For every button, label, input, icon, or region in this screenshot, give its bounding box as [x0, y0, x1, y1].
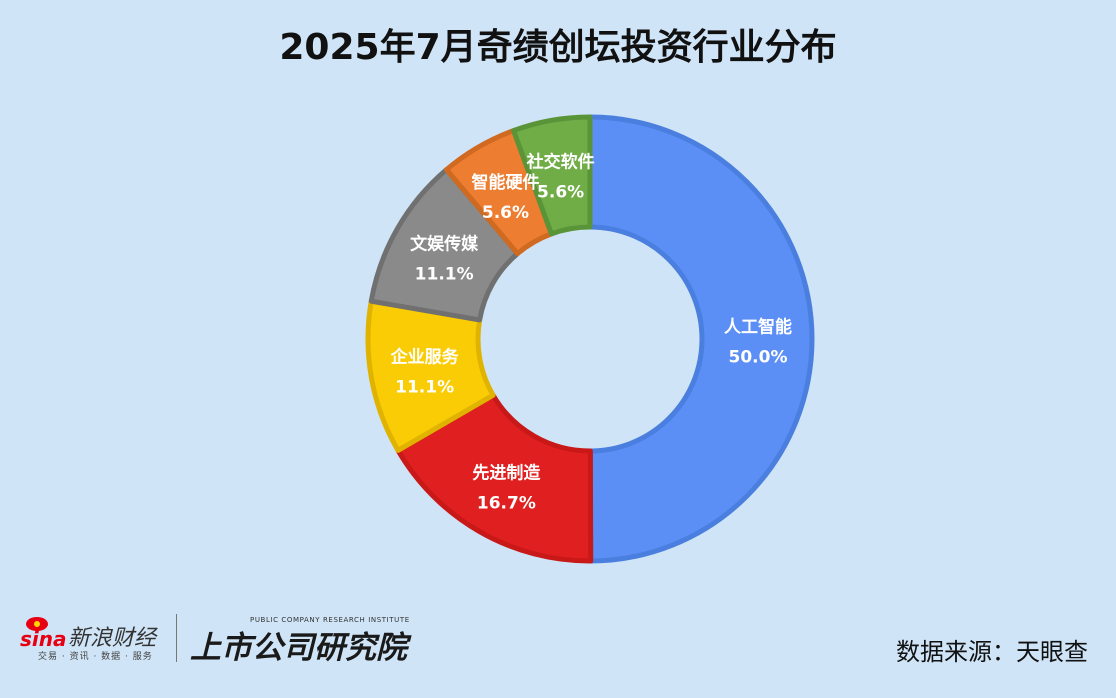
- slice-category-label: 智能硬件: [471, 172, 539, 193]
- slice-value-label: 5.6%: [482, 203, 529, 223]
- slice-value-label: 5.6%: [537, 183, 584, 203]
- branding: sina 新浪财经 交易 · 资讯 · 数据 · 服务 PUBLIC COMPA…: [18, 610, 438, 670]
- slice-category-label: 社交软件: [526, 152, 595, 173]
- slice-value-label: 11.1%: [415, 265, 474, 285]
- slice-1: [587, 114, 815, 564]
- institute-english: PUBLIC COMPANY RESEARCH INSTITUTE: [250, 616, 410, 624]
- donut-slices: [365, 114, 815, 564]
- divider: [176, 614, 177, 662]
- institute-name: 上市公司研究院: [190, 630, 407, 666]
- sina-eye-logo-icon: sina: [20, 617, 67, 650]
- slice-category-label: 企业服务: [390, 347, 460, 368]
- slice-category-label: 人工智能: [724, 317, 792, 338]
- slice-value-label: 11.1%: [395, 378, 454, 398]
- donut-labels: 人工智能 50.0% 先进制造 16.7% 企业服务 11.1% 文娱传媒 11.1% 智能硬件…: [390, 152, 792, 514]
- data-source: 数据来源：天眼查: [896, 638, 1088, 666]
- slice-category-label: 先进制造: [472, 463, 541, 484]
- sina-logo-text: sina: [20, 627, 67, 650]
- chart-title: 2025年7月奇绩创坛投资行业分布: [279, 27, 837, 68]
- slice-value-label: 50.0%: [729, 348, 788, 368]
- slice-category-label: 文娱传媒: [410, 234, 479, 255]
- slice-6: [511, 114, 593, 237]
- sina-subtitle: 交易 · 资讯 · 数据 · 服务: [38, 652, 153, 662]
- slice-2: [395, 392, 594, 564]
- slice-value-label: 16.7%: [477, 494, 536, 514]
- sina-name: 新浪财经: [68, 626, 157, 651]
